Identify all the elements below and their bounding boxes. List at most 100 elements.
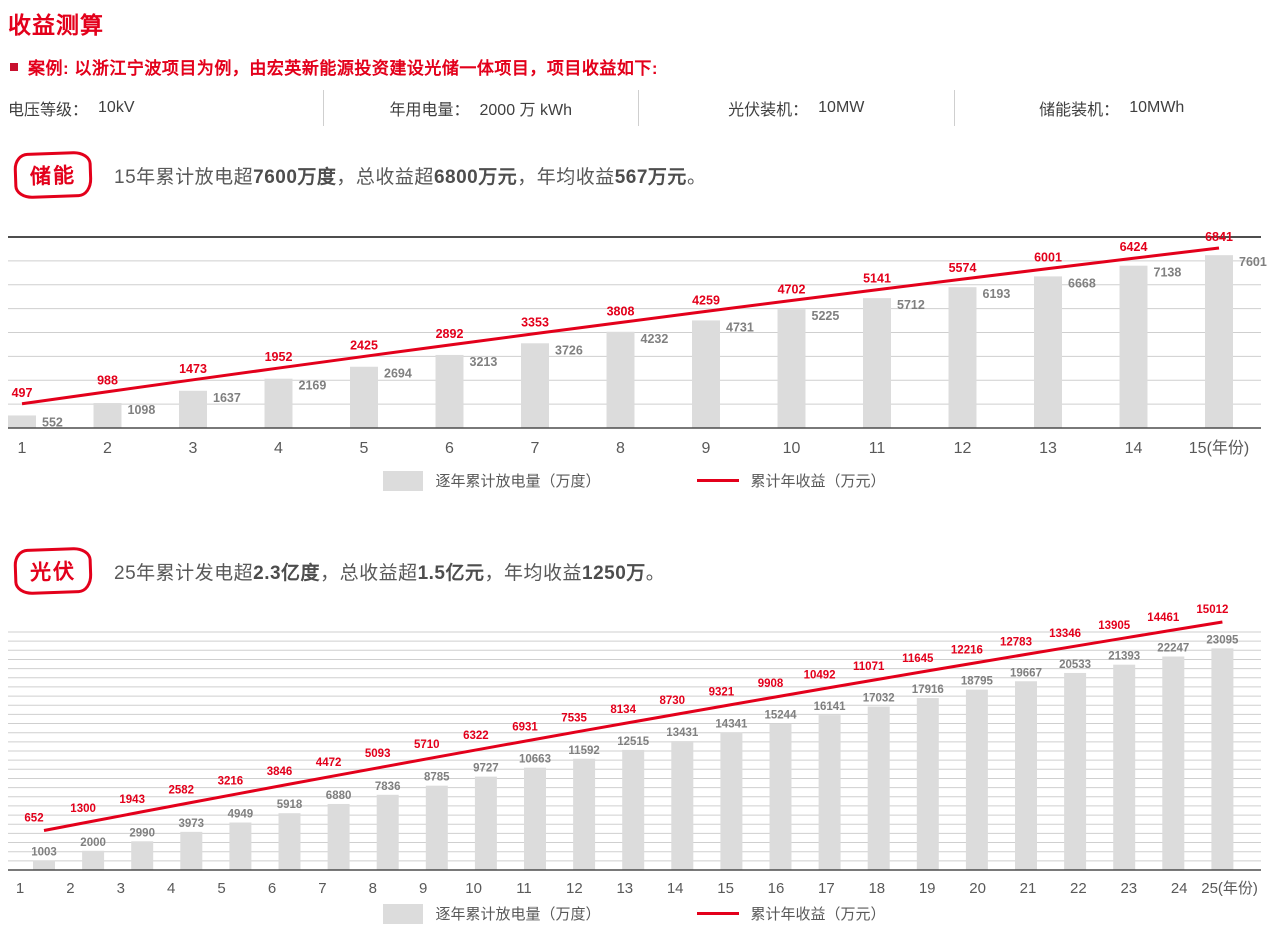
bar — [916, 698, 939, 870]
bar — [264, 378, 293, 428]
bar-value-label: 5712 — [897, 298, 925, 312]
bar — [606, 331, 635, 428]
bar-value-label: 3213 — [470, 355, 498, 369]
x-tick-label: 3 — [189, 440, 198, 457]
info-cell-storage-capacity: 储能装机： 10MWh — [955, 90, 1269, 126]
bar-value-label: 1098 — [128, 403, 156, 417]
bar-legend-swatch — [383, 903, 424, 924]
bar — [769, 723, 792, 870]
line-value-label: 7535 — [561, 713, 587, 725]
x-tick-label: 9 — [419, 880, 427, 897]
bar — [435, 354, 464, 428]
bar — [93, 403, 122, 428]
line-legend-swatch — [696, 479, 739, 482]
x-tick-label: 6 — [445, 440, 454, 457]
line-value-label: 6322 — [463, 730, 489, 742]
x-tick-label: 21 — [1020, 880, 1037, 897]
summary-segment: 。 — [686, 166, 707, 188]
info-value: 10MW — [818, 99, 865, 116]
pv-badge: 光伏 — [13, 546, 93, 596]
x-tick-label: 7 — [531, 440, 540, 457]
x-tick-label: 6 — [268, 880, 276, 897]
x-tick-label: 14 — [667, 880, 684, 897]
legend-item-bar: 逐年累计放电量（万度） — [383, 903, 601, 924]
x-tick-label: 9 — [702, 440, 711, 457]
bar-value-label: 6668 — [1068, 276, 1096, 290]
x-tick-label: 5 — [217, 880, 225, 897]
line-value-label: 2892 — [436, 327, 464, 341]
bar — [1015, 681, 1037, 870]
bar — [8, 415, 36, 428]
case-line: 案例: 以浙江宁波项目为例，由宏英新能源投资建设光储一体项目，项目收益如下: — [10, 54, 658, 79]
bar-value-label: 7138 — [1154, 266, 1182, 280]
bar-value-label: 2694 — [384, 367, 412, 381]
x-tick-label: 24 — [1171, 880, 1188, 897]
line-value-label: 4472 — [316, 757, 342, 769]
bar — [376, 794, 399, 870]
line-value-label: 652 — [24, 813, 43, 825]
revenue-line — [43, 620, 1223, 833]
line-value-label: 3808 — [607, 304, 635, 318]
bar-value-label: 15244 — [765, 710, 798, 722]
x-tick-label: 1 — [16, 880, 24, 897]
line-value-label: 5710 — [414, 739, 440, 751]
info-value: 10kV — [98, 99, 135, 116]
line-value-label: 1952 — [265, 350, 293, 364]
legend-item-bar: 逐年累计放电量（万度） — [383, 470, 601, 491]
bar — [1034, 276, 1062, 428]
bar — [33, 860, 55, 870]
x-tick-label: 13 — [616, 880, 633, 897]
storage-badge: 储能 — [13, 150, 93, 200]
line-legend-label: 累计年收益（万元） — [750, 906, 886, 923]
bar-value-label: 10663 — [519, 754, 551, 766]
pv-summary: 25年累计发电超2.3亿度，总收益超1.5亿元，年均收益1250万。 — [114, 558, 665, 585]
line-value-label: 497 — [12, 386, 33, 400]
bar — [82, 850, 105, 870]
pv-chart-legend: 逐年累计放电量（万度） 累计年收益（万元） — [0, 903, 1269, 924]
bar-value-label: 6193 — [983, 287, 1011, 301]
x-tick-label: 4 — [274, 440, 283, 457]
line-value-label: 6931 — [512, 721, 538, 733]
summary-segment: ，总收益超 — [336, 166, 434, 188]
bar — [1205, 255, 1233, 428]
revenue-line — [21, 246, 1220, 406]
bar — [521, 343, 549, 428]
line-legend-swatch — [696, 912, 739, 915]
bar-legend-label: 逐年累计放电量（万度） — [435, 906, 601, 923]
bar-value-label: 23095 — [1206, 634, 1239, 646]
storage-summary: 15年累计放电超7600万度，总收益超6800万元，年均收益567万元。 — [114, 162, 706, 189]
line-value-label: 14461 — [1147, 612, 1180, 624]
bar — [229, 822, 252, 870]
legend-item-line: 累计年收益（万元） — [696, 470, 886, 491]
bar-value-label: 2000 — [80, 837, 106, 849]
bar-value-label: 1637 — [213, 391, 241, 405]
bar — [867, 706, 890, 870]
bar — [622, 749, 645, 870]
x-tick-label: 8 — [616, 440, 625, 457]
bar — [777, 309, 806, 428]
bar-value-label: 3973 — [179, 818, 205, 830]
line-value-label: 1300 — [70, 803, 96, 815]
summary-segment: 7600万度 — [253, 166, 337, 188]
line-value-label: 6001 — [1034, 251, 1062, 265]
bar-value-label: 16141 — [814, 701, 847, 713]
x-tick-label: 12 — [954, 440, 972, 457]
bar — [818, 715, 841, 870]
bar-value-label: 1003 — [31, 846, 57, 858]
x-tick-label: 7 — [318, 880, 326, 897]
bar — [948, 287, 977, 428]
line-value-label: 9321 — [709, 687, 735, 699]
summary-segment: 2.3亿度 — [253, 562, 321, 584]
x-tick-label: 12 — [566, 880, 583, 897]
project-info-bar: 电压等级： 10kV 年用电量： 2000 万 kWh 光伏装机： 10MW 储… — [0, 90, 1269, 126]
bar — [425, 785, 448, 870]
bullet-square-icon — [10, 62, 18, 71]
line-value-label: 12216 — [951, 645, 983, 657]
bar — [1113, 664, 1136, 870]
line-value-label: 12783 — [1000, 636, 1032, 648]
info-label: 光伏装机： — [728, 102, 809, 119]
summary-segment: ，总收益超 — [320, 562, 418, 584]
x-tick-label: 23 — [1120, 880, 1137, 897]
storage-section-header: 储能 15年累计放电超7600万度，总收益超6800万元，年均收益567万元。 — [13, 150, 706, 200]
line-value-label: 4259 — [692, 293, 720, 307]
